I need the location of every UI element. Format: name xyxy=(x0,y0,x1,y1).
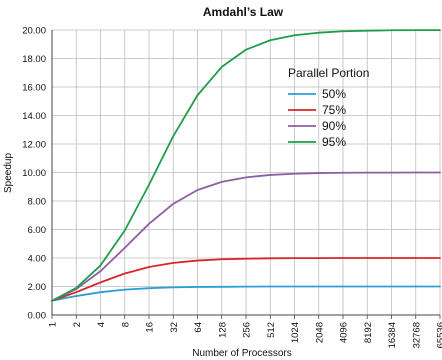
x-tick-label: 512 xyxy=(266,322,277,338)
x-tick-label: 256 xyxy=(242,322,253,338)
y-tick-label: 16.00 xyxy=(22,83,46,94)
x-tick-label: 1024 xyxy=(290,322,301,343)
x-tick-label: 4 xyxy=(96,322,107,327)
y-tick-label: 12.00 xyxy=(22,140,46,151)
x-tick-label: 65536 xyxy=(436,322,442,348)
series-line-95-percent xyxy=(51,29,441,302)
y-tick-label: 20.00 xyxy=(22,26,46,37)
x-tick-label: 1 xyxy=(48,322,59,327)
x-tick-label: 32768 xyxy=(411,322,422,348)
x-tick-label: 16 xyxy=(145,322,156,333)
chart-title: Amdahl’s Law xyxy=(203,5,284,19)
x-tick-label: 16384 xyxy=(387,322,398,348)
x-tick-label: 32 xyxy=(169,322,180,333)
y-tick-label: 0.00 xyxy=(28,311,47,322)
y-tick-label: 2.00 xyxy=(28,282,47,293)
x-axis-label: Number of Processors xyxy=(192,348,291,359)
legend-label: 90% xyxy=(322,119,346,133)
x-tick-label: 2 xyxy=(72,322,83,327)
x-tick-label: 128 xyxy=(217,322,228,338)
legend-label: 50% xyxy=(322,87,346,101)
y-tick-label: 6.00 xyxy=(28,225,47,236)
series-layer xyxy=(51,29,441,302)
x-tick-label: 64 xyxy=(193,322,204,333)
x-tick-label: 2048 xyxy=(314,322,325,343)
y-tick-labels: 0.00 2.00 4.00 6.00 8.00 10.00 12.00 14.00 16.00… xyxy=(22,26,46,322)
series-line-50-percent xyxy=(51,285,441,302)
y-axis-label: Speedup xyxy=(3,153,14,193)
legend-label: 95% xyxy=(322,135,346,149)
y-tick-label: 4.00 xyxy=(28,254,47,265)
y-tick-label: 8.00 xyxy=(28,197,47,208)
legend-title: Parallel Portion xyxy=(288,66,369,80)
y-tick-label: 18.00 xyxy=(22,54,46,65)
y-tick-label: 10.00 xyxy=(22,168,46,179)
axes-layer xyxy=(51,30,441,319)
x-tick-label: 8 xyxy=(120,322,131,327)
x-tick-labels: 1 2 4 8 16 32 64 128 256 512 1024 2048 4096 8192 16384… xyxy=(48,322,442,348)
y-tick-label: 14.00 xyxy=(22,111,46,122)
legend-label: 75% xyxy=(322,103,346,117)
legend: Parallel Portion 50% 75% 90% 95% xyxy=(288,66,369,149)
legend-items: 50% 75% 90% 95% xyxy=(288,87,346,149)
x-tick-label: 4096 xyxy=(339,322,350,343)
series-line-90-percent xyxy=(51,171,441,302)
series-line-75-percent xyxy=(51,257,441,302)
x-tick-label: 8192 xyxy=(363,322,374,343)
